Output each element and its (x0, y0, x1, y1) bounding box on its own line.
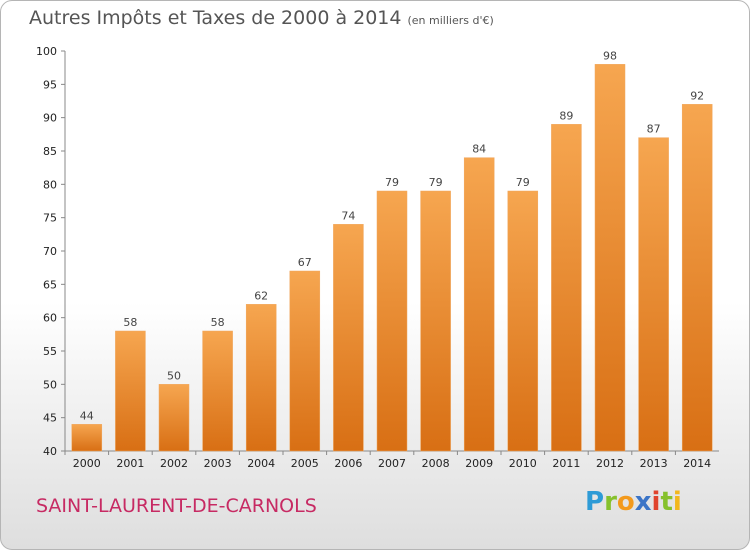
bar-2013[interactable] (638, 137, 669, 452)
chart-unit: (en milliers d'€) (407, 14, 494, 27)
x-tick-label: 2006 (334, 457, 362, 470)
bar-2012[interactable] (594, 64, 626, 452)
y-tick-label: 45 (43, 412, 57, 425)
bar-2011[interactable] (551, 124, 582, 452)
x-tick-label: 2013 (640, 457, 668, 470)
bar-value-label: 79 (429, 176, 443, 189)
bar-2014[interactable] (681, 104, 713, 452)
x-tick-label: 2008 (422, 457, 450, 470)
y-tick-label: 100 (36, 45, 57, 58)
bar-value-label: 44 (80, 409, 94, 422)
bar-2003[interactable] (202, 330, 233, 452)
bar-2001[interactable] (115, 330, 146, 452)
y-tick-label: 40 (43, 445, 57, 458)
bar-value-label: 79 (516, 176, 530, 189)
y-tick-label: 55 (43, 345, 57, 358)
y-tick-label: 65 (43, 278, 57, 291)
x-tick-label: 2014 (683, 457, 711, 470)
bar-value-label: 89 (559, 109, 573, 122)
y-tick-label: 85 (43, 145, 57, 158)
x-tick-label: 2007 (378, 457, 406, 470)
bar-2006[interactable] (333, 224, 364, 452)
bar-2002[interactable] (158, 384, 190, 452)
x-tick-label: 2009 (465, 457, 493, 470)
bar-2009[interactable] (463, 157, 495, 452)
bars (71, 64, 713, 452)
bar-value-label: 79 (385, 176, 399, 189)
bar-2004[interactable] (245, 304, 277, 452)
bar-2000[interactable] (71, 424, 103, 452)
y-tick-label: 80 (43, 178, 57, 191)
city-name: SAINT-LAURENT-DE-CARNOLS (36, 495, 317, 517)
bar-2008[interactable] (420, 190, 451, 452)
bar-value-label: 50 (167, 369, 181, 382)
x-tick-label: 2003 (204, 457, 232, 470)
x-tick-label: 2000 (73, 457, 101, 470)
x-tick-label: 2010 (509, 457, 537, 470)
y-tick-label: 70 (43, 245, 57, 258)
bar-value-label: 58 (211, 316, 225, 329)
bar-labels: 44 58 50 58 62 67 74 79 79 84 79 89 98 87 92 (80, 49, 704, 422)
bar-value-label: 67 (298, 256, 312, 269)
bar-value-label: 58 (123, 316, 137, 329)
x-axis: 2000 2001 2002 2003 2004 2005 2006 2007 2008 2009… (64, 450, 719, 470)
bar-value-label: 74 (341, 209, 355, 222)
x-tick-label: 2004 (247, 457, 275, 470)
bar-value-label: 92 (690, 89, 704, 102)
chart-title-text: Autres Impôts et Taxes de 2000 à 2014 (29, 7, 402, 29)
bar-value-label: 62 (254, 289, 268, 302)
chart-title: Autres Impôts et Taxes de 2000 à 2014 (en… (29, 7, 494, 29)
x-tick-label: 2005 (291, 457, 319, 470)
y-tick-label: 95 (43, 78, 57, 91)
bar-2007[interactable] (376, 190, 408, 452)
proxiti-logo[interactable]: Proxiti (585, 487, 682, 517)
y-tick-label: 60 (43, 312, 57, 325)
bar-2005[interactable] (289, 270, 321, 452)
x-tick-label: 2011 (552, 457, 580, 470)
bar-value-label: 98 (603, 49, 617, 62)
bar-value-label: 87 (647, 123, 661, 136)
y-axis: 40 45 50 55 60 65 70 75 80 85 90 95 100 (36, 45, 66, 458)
x-tick-label: 2001 (116, 457, 144, 470)
y-tick-label: 50 (43, 378, 57, 391)
y-tick-label: 75 (43, 212, 57, 225)
x-tick-label: 2012 (596, 457, 624, 470)
x-tick-label: 2002 (160, 457, 188, 470)
y-tick-label: 90 (43, 112, 57, 125)
bar-2010[interactable] (507, 190, 539, 452)
bar-value-label: 84 (472, 143, 486, 156)
